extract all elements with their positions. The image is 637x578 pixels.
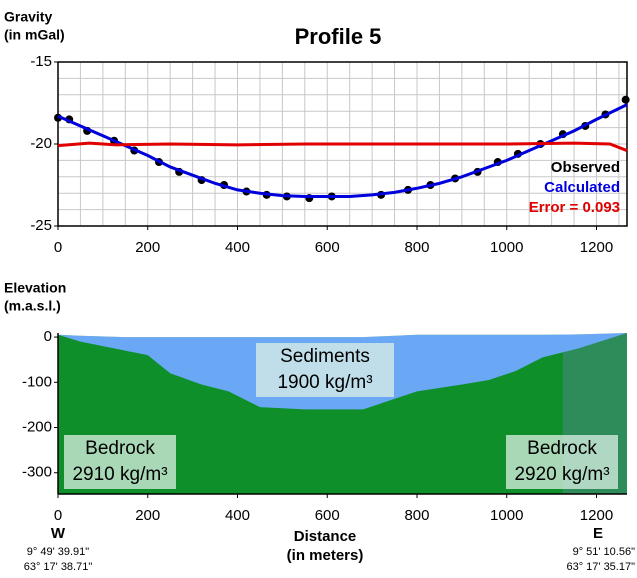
- x-tick-label: 400: [225, 239, 250, 256]
- end-direction: W: [51, 525, 66, 542]
- chart-title: Profile 5: [295, 24, 382, 49]
- x-tick-label: 400: [225, 507, 250, 524]
- x-tick-label: 1000: [490, 507, 523, 524]
- legend-entry: Calculated: [544, 179, 620, 196]
- end-coordinate: 9° 51' 10.56": [573, 546, 635, 558]
- legend-entry: Error = 0.093: [529, 199, 620, 216]
- x-tick-label: 1200: [580, 507, 613, 524]
- end-coordinate: 63° 17' 38.71": [24, 561, 93, 573]
- region-label: Bedrock: [527, 438, 597, 459]
- x-tick-label: 200: [135, 239, 160, 256]
- y-tick-label: -200: [22, 418, 52, 435]
- y-tick-label: -300: [22, 464, 52, 481]
- x-tick-label: 0: [54, 239, 62, 256]
- x-tick-label: 0: [54, 507, 62, 524]
- y-axis-title: Elevation: [4, 280, 66, 296]
- x-tick-label: 200: [135, 507, 160, 524]
- end-direction: E: [593, 525, 603, 542]
- region-label: 2920 kg/m³: [514, 464, 609, 485]
- region-label: Sediments: [280, 346, 370, 367]
- x-axis-title: Distance: [294, 528, 357, 545]
- data-point: [621, 95, 630, 104]
- x-axis-title: (in meters): [287, 547, 364, 564]
- y-tick-label: -15: [30, 53, 52, 70]
- series-line: [57, 141, 628, 152]
- region-label: Bedrock: [85, 438, 155, 459]
- label-box: [64, 435, 176, 489]
- y-tick-label: -20: [30, 135, 52, 152]
- legend-entry: Observed: [551, 159, 620, 176]
- region-label: 2910 kg/m³: [72, 464, 167, 485]
- series-line: [57, 103, 628, 198]
- x-tick-label: 600: [315, 239, 340, 256]
- x-tick-label: 800: [404, 239, 429, 256]
- y-tick-label: -25: [30, 217, 52, 234]
- x-tick-label: 1200: [580, 239, 613, 256]
- region-label: 1900 kg/m³: [277, 372, 372, 393]
- y-axis-title: (m.a.s.l.): [4, 298, 61, 314]
- end-coordinate: 9° 49' 39.91": [27, 546, 89, 558]
- label-box: [506, 435, 618, 489]
- end-coordinate: 63° 17' 35.17": [566, 561, 635, 573]
- y-tick-label: -100: [22, 373, 52, 390]
- x-tick-label: 800: [404, 507, 429, 524]
- x-tick-label: 1000: [490, 239, 523, 256]
- y-axis-title: Gravity: [4, 9, 52, 25]
- label-box: [256, 343, 394, 397]
- x-tick-label: 600: [315, 507, 340, 524]
- y-tick-label: 0: [44, 328, 52, 345]
- sky: [58, 333, 627, 338]
- y-axis-title: (in mGal): [4, 27, 65, 43]
